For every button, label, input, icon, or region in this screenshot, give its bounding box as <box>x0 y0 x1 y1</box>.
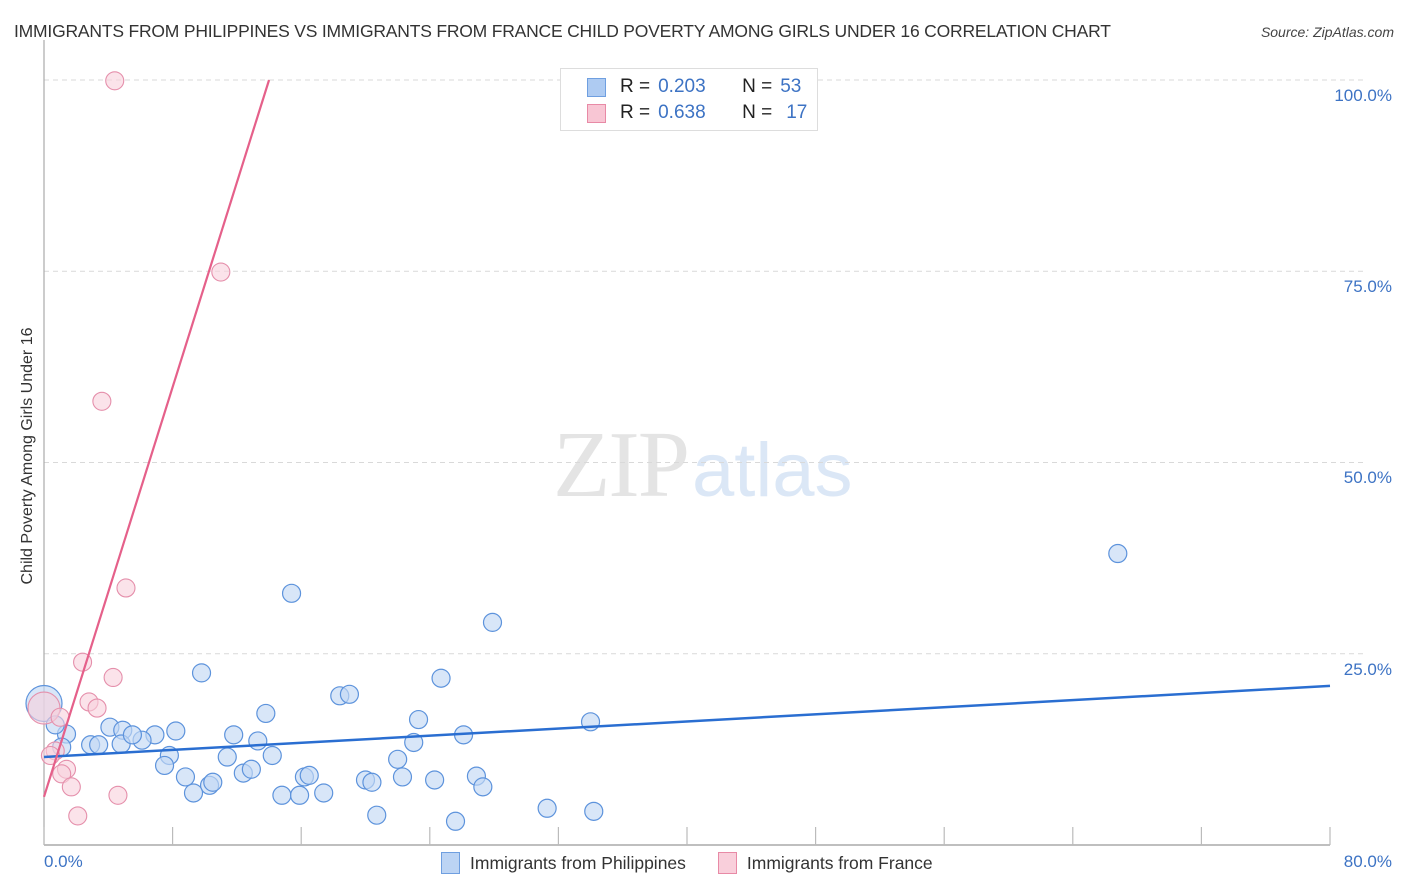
data-point-philippines <box>289 785 310 805</box>
data-point-philippines <box>431 668 451 688</box>
data-point-philippines <box>482 612 503 632</box>
data-point-philippines <box>299 765 319 785</box>
y-tick-50: 50.0% <box>1343 468 1392 487</box>
data-point-philippines <box>362 772 382 792</box>
trendline-france <box>42 79 271 798</box>
data-point-france <box>52 764 72 784</box>
data-point-philippines <box>175 767 196 787</box>
data-point-france <box>108 785 128 805</box>
data-point-philippines <box>272 785 292 805</box>
data-point-philippines <box>241 759 261 779</box>
data-point-france <box>116 578 136 598</box>
y-axis-label: Child Poverty Among Girls Under 16 <box>19 327 36 585</box>
legend-swatch-pink <box>717 852 737 874</box>
data-point-philippines <box>89 735 109 755</box>
watermark-atlas: atlas <box>692 428 853 513</box>
zipatlas-watermark: ZIPatlas <box>553 410 853 519</box>
data-point-philippines <box>445 811 466 831</box>
legend-n-value: 53 <box>780 76 802 97</box>
data-point-philippines <box>248 731 268 751</box>
data-point-france <box>92 391 112 411</box>
legend-label: Immigrants from Philippines <box>470 852 686 873</box>
data-point-philippines <box>425 770 445 790</box>
data-point-france <box>211 262 231 282</box>
legend-swatch-blue <box>587 77 606 97</box>
data-point-philippines <box>473 777 493 797</box>
trendline-philippines <box>43 684 1331 759</box>
data-point-philippines <box>281 583 302 603</box>
data-point-philippines <box>256 703 276 724</box>
data-point-france <box>61 777 81 797</box>
correlation-legend: R = 0.203 N = 53 R = 0.638 N = 17 <box>560 68 818 131</box>
legend-row-philippines: R = 0.203 N = 53 <box>587 76 801 98</box>
data-point-philippines <box>154 755 175 776</box>
data-point-philippines <box>262 745 282 766</box>
legend-item-philippines[interactable]: Immigrants from Philippines <box>441 852 686 874</box>
series-legend: Immigrants from Philippines Immigrants f… <box>441 852 965 874</box>
trendlines <box>42 79 1331 798</box>
data-point-philippines <box>392 767 413 787</box>
axes <box>43 40 1331 846</box>
legend-n-value: 17 <box>786 102 808 123</box>
legend-r-value: 0.203 <box>658 76 706 97</box>
y-tick-100: 100.0% <box>1334 86 1392 105</box>
data-point-philippines <box>388 749 408 769</box>
data-point-france <box>105 71 125 91</box>
data-point-philippines <box>314 783 334 803</box>
data-point-philippines <box>191 663 212 683</box>
series-philippines <box>25 543 1128 831</box>
chart-title: IMMIGRANTS FROM PHILIPPINES VS IMMIGRANT… <box>14 21 1111 41</box>
data-point-philippines <box>217 747 237 767</box>
legend-r-label: R = <box>620 102 651 123</box>
data-point-philippines <box>224 725 244 745</box>
x-tick-max: 80.0% <box>1343 852 1392 871</box>
series-france <box>27 71 231 826</box>
data-point-france <box>68 806 88 826</box>
data-point-philippines <box>367 805 387 825</box>
data-point-france <box>87 698 107 718</box>
data-point-philippines <box>183 783 204 803</box>
legend-label: Immigrants from France <box>746 852 933 873</box>
y-tick-25: 25.0% <box>1343 660 1392 679</box>
legend-r-label: R = <box>620 76 651 97</box>
data-point-france <box>103 667 123 688</box>
data-point-philippines <box>584 801 604 821</box>
legend-r-value: 0.638 <box>658 102 706 123</box>
legend-n-label: N = <box>742 102 773 123</box>
source-label: Source: ZipAtlas.com <box>1260 24 1394 40</box>
data-point-philippines <box>166 721 186 741</box>
data-point-philippines <box>1108 543 1128 564</box>
data-point-philippines <box>408 709 429 730</box>
legend-n-label: N = <box>742 76 773 97</box>
x-tick-min: 0.0% <box>44 852 83 871</box>
watermark-zip: ZIP <box>553 413 690 517</box>
legend-swatch-pink <box>587 103 606 123</box>
legend-swatch-blue <box>441 852 460 874</box>
data-point-philippines <box>203 772 223 792</box>
legend-item-france[interactable]: Immigrants from France <box>717 852 933 874</box>
data-point-philippines <box>339 684 360 704</box>
data-point-philippines <box>122 725 143 745</box>
data-point-philippines <box>537 798 557 818</box>
y-tick-75: 75.0% <box>1343 277 1392 296</box>
legend-row-france: R = 0.638 N = 17 <box>587 102 807 124</box>
